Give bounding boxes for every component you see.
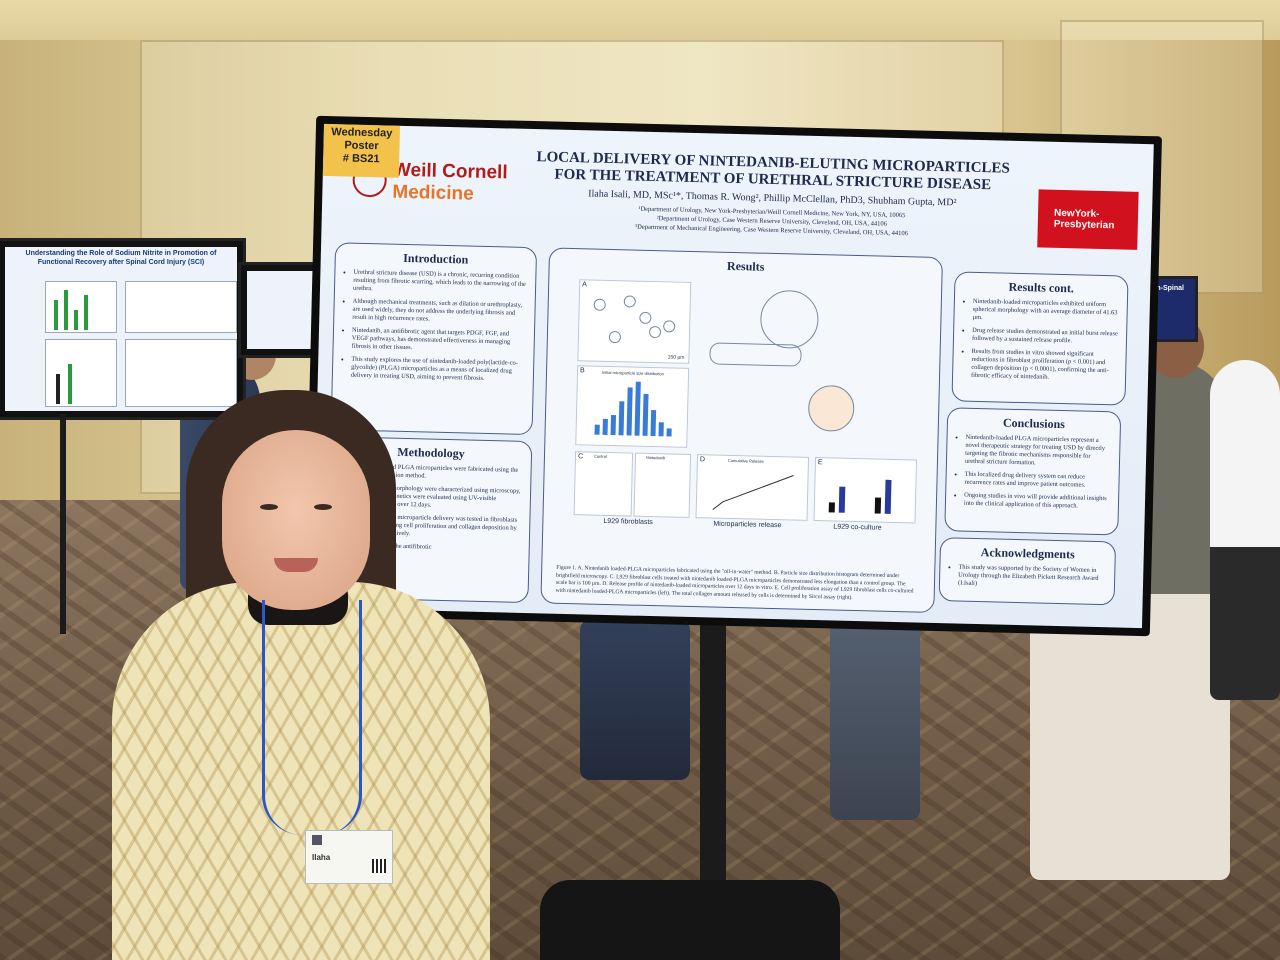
side-poster-right-title: Non-Spinal <box>1147 285 1184 292</box>
conclusions-section: Conclusions Nintedanib-loaded PLGA micro… <box>944 407 1122 536</box>
acknowledgments-item: This study was supported by the Society … <box>958 564 1107 592</box>
figure-b-histogram: B Initial microparticle size distributio… <box>575 365 690 448</box>
conclusions-heading: Conclusions <box>1002 415 1066 432</box>
presenter-face <box>222 430 370 610</box>
person-legs-center <box>830 620 920 820</box>
sticky-line-3: # BS21 <box>342 152 380 166</box>
control-label: Control <box>593 453 607 459</box>
newyork-presbyterian-logo: NewYork- Presbyterian <box>1037 189 1139 250</box>
badge-qr-code-icon <box>372 859 386 873</box>
sticky-line-1: Wednesday <box>331 126 393 140</box>
figure-caption: Figure 1. A. Nintedanib loaded-PLGA micr… <box>555 565 914 601</box>
main-stand-pole <box>700 620 726 920</box>
side-stand-pole <box>60 414 66 634</box>
figure-d-cumulative-release: D Cumulative Release <box>695 454 810 521</box>
person-legs-left <box>580 620 690 780</box>
bottom-label-release: Microparticles release <box>713 520 782 530</box>
release-curve-icon <box>712 475 794 510</box>
results-cont-item: Nintedanib-loaded microparticles exhibit… <box>972 298 1119 326</box>
nyp-logo-line2: Presbyterian <box>1053 218 1115 232</box>
presenter-sweater <box>112 582 490 960</box>
conclusions-item: This localized drug delivery system can … <box>964 471 1110 491</box>
acknowledgments-list: This study was supported by the Society … <box>940 563 1115 591</box>
figure-a-microparticles: A 150 µm <box>577 279 692 364</box>
figure-schematic <box>697 282 922 438</box>
figure-c-control: C Control <box>573 451 634 517</box>
side-poster-left-monitor: Understanding the Role of Sodium Nitrite… <box>0 238 246 420</box>
side-chart-3 <box>45 339 117 407</box>
results-cont-item: Drug release studies demonstrated an ini… <box>972 327 1118 347</box>
main-poster: Wednesday Poster # BS21 Weill Cornell Me… <box>312 123 1154 629</box>
person-background-far-right <box>1210 360 1280 700</box>
panel-label-a: A <box>582 281 587 289</box>
panel-label-c: C <box>577 453 584 461</box>
side-chart-2 <box>125 281 237 333</box>
side-poster-left-title: Understanding the Role of Sodium Nitrite… <box>25 250 217 266</box>
badge-name: Ilaha <box>312 853 331 862</box>
nintedanib-label: Nintedanib <box>645 454 666 461</box>
results-cont-list: Nintedanib-loaded microparticles exhibit… <box>953 297 1127 383</box>
bottom-label-coculture: L929 co-culture <box>833 523 882 532</box>
name-badge: Ilaha <box>305 830 393 884</box>
badge-lanyard <box>262 600 362 835</box>
introduction-item: Nintedanib, an antifibrotic agent that t… <box>352 327 527 355</box>
results-cont-item: Results from studies in vitro showed sig… <box>971 348 1118 384</box>
bottom-label-fibroblasts: L929 fibroblasts <box>603 517 653 527</box>
acknowledgments-heading: Acknowledgments <box>980 545 1075 562</box>
acknowledgments-section: Acknowledgments This study was supported… <box>938 537 1117 606</box>
side-poster-left: Understanding the Role of Sodium Nitrite… <box>5 247 237 411</box>
wcm-logo-line1: Weill Cornell <box>392 159 508 184</box>
introduction-heading: Introduction <box>403 250 469 267</box>
conclusions-item: Nintedanib-loaded PLGA microparticles re… <box>965 434 1112 470</box>
histogram-title: Initial microparticle size distribution <box>601 369 664 377</box>
introduction-item: Urethral stricture disease (USD) is a ch… <box>353 269 528 297</box>
results-cont-heading: Results cont. <box>1008 279 1075 296</box>
conclusions-item: Ongoing studies in vivo will provide add… <box>964 492 1110 512</box>
figure-c-nintedanib: Nintedanib <box>633 452 692 518</box>
introduction-list: Urethral stricture disease (USD) is a ch… <box>333 268 536 384</box>
side-poster-left2 <box>247 271 319 349</box>
conclusions-list: Nintedanib-loaded PLGA microparticles re… <box>946 433 1120 511</box>
figure-e-proliferation: E <box>813 457 918 524</box>
poster-number-sticky-note: Wednesday Poster # BS21 <box>322 123 401 178</box>
side-chart-1 <box>45 281 117 333</box>
badge-logo-icon <box>312 835 322 845</box>
scale-bar-label: 150 µm <box>667 354 685 361</box>
results-section: Results A 150 µm B Initial microparticle… <box>540 247 943 613</box>
main-poster-monitor: Wednesday Poster # BS21 Weill Cornell Me… <box>304 115 1162 637</box>
wcm-logo-line2: Medicine <box>392 181 474 205</box>
stand-base-bag <box>540 880 840 960</box>
introduction-item: This study explores the use of nintedani… <box>351 356 526 384</box>
panel-label-b: B <box>579 367 585 375</box>
results-heading: Results <box>726 258 765 274</box>
panel-label-e: E <box>817 459 823 467</box>
introduction-section: Introduction Urethral stricture disease … <box>330 242 538 436</box>
results-cont-section: Results cont. Nintedanib-loaded micropar… <box>951 271 1129 406</box>
introduction-item: Although mechanical treatments, such as … <box>352 298 527 326</box>
side-chart-4 <box>125 339 237 407</box>
